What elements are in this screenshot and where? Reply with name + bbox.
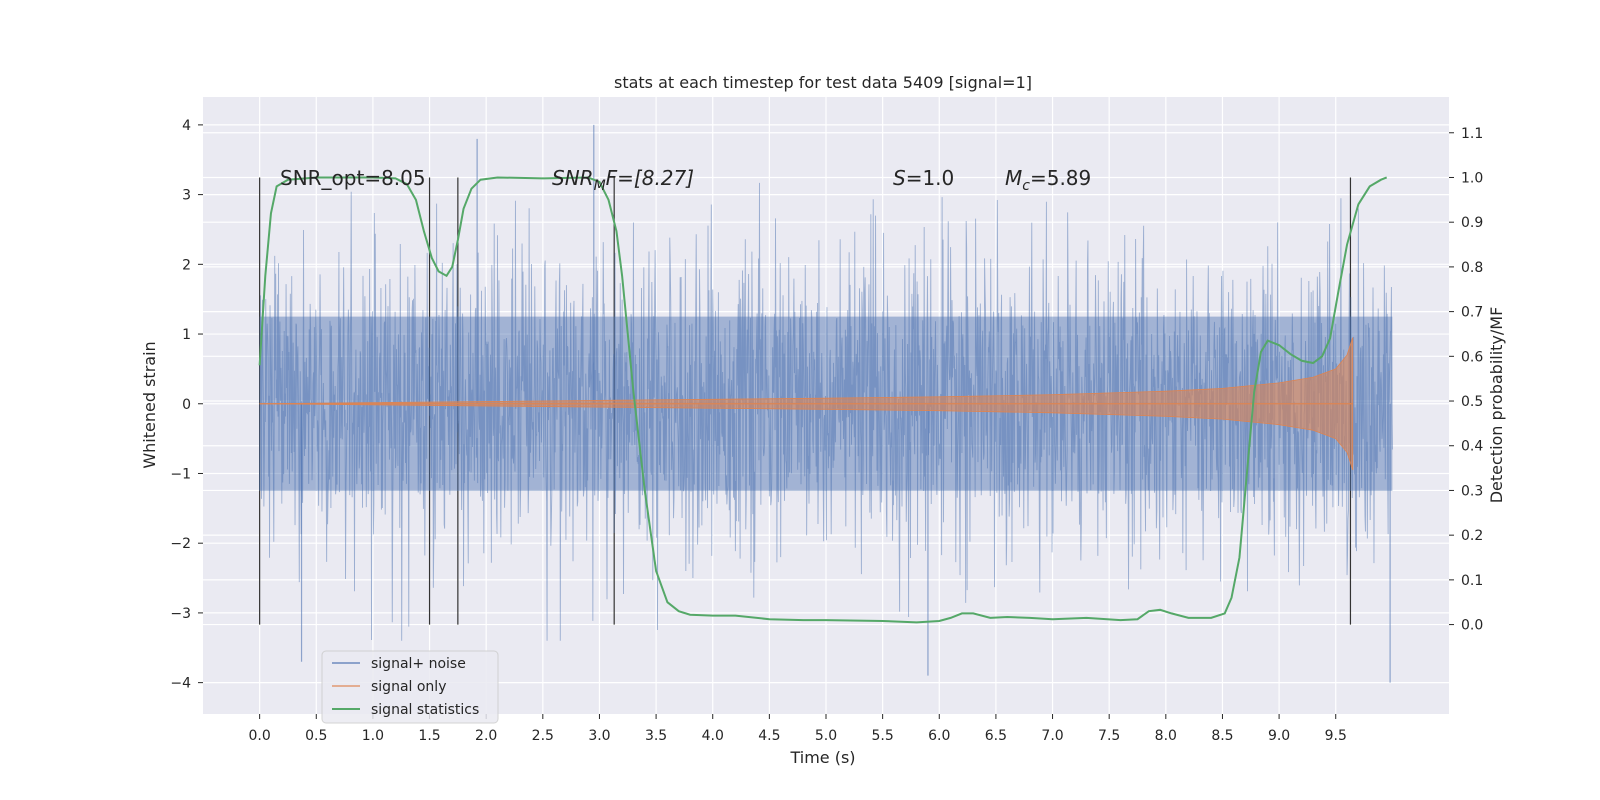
y-right-tick-label: 0.0	[1461, 618, 1483, 634]
y-right-tick-label: 0.7	[1461, 305, 1483, 321]
y-left-tick-label: 1	[182, 327, 191, 343]
annotation-snr-mf-base: SNR	[552, 166, 594, 190]
x-tick-label: 8.5	[1211, 728, 1233, 744]
y-right-tick-label: 0.6	[1461, 349, 1483, 365]
y-left-tick-label: 4	[182, 118, 191, 134]
x-tick-label: 9.0	[1268, 728, 1290, 744]
y-left-tick-label: −1	[170, 466, 191, 482]
y-right-tick-label: 0.8	[1461, 260, 1483, 276]
annotation-snr-mf: SNRMF=[8.27]	[552, 166, 694, 194]
y-left-tick-label: −2	[170, 536, 191, 552]
y-left-tick-label: 0	[182, 397, 191, 413]
y-left-axis-label: Whitened strain	[140, 341, 159, 468]
x-tick-label: 3.0	[588, 728, 610, 744]
y-left-tick-label: 2	[182, 257, 191, 273]
annotation-mc: Mc=5.89	[1005, 166, 1091, 194]
x-tick-label: 5.5	[872, 728, 894, 744]
x-tick-label: 5.0	[815, 728, 837, 744]
y-left-tick-label: −4	[170, 676, 191, 692]
series-signal-statistics	[258, 176, 1388, 624]
legend: signal+ noise signal only signal statist…	[321, 650, 499, 724]
y-right-tick-label: 1.0	[1461, 170, 1483, 186]
x-tick-label: 3.5	[645, 728, 667, 744]
x-axis-label: Time (s)	[789, 748, 855, 767]
annotation-snr-opt: SNR_opt=8.05	[280, 166, 426, 190]
series-signal-only	[259, 337, 1354, 471]
annotation-mc-sub: c	[1022, 178, 1030, 194]
signal-statistics-line	[258, 176, 1388, 624]
x-axis-ticks: 0.0 0.5 1.0 1.5 2.0 2.5 3.0 3.5 4.0 4.5 5.0 5.5 6.0 6…	[249, 714, 1347, 744]
x-tick-label: 4.5	[758, 728, 780, 744]
y-right-axis-label: Detection probability/MF	[1487, 307, 1506, 504]
annotations: SNR_opt=8.05 SNRMF=[8.27] S=1.0 Mc=5.89	[280, 166, 1091, 194]
x-tick-label: 6.0	[928, 728, 950, 744]
x-tick-label: 4.0	[702, 728, 724, 744]
x-tick-label: 6.5	[985, 728, 1007, 744]
chart-title: stats at each timestep for test data 540…	[614, 73, 1032, 92]
x-tick-label: 2.0	[475, 728, 497, 744]
x-tick-label: 0.5	[305, 728, 327, 744]
annotation-s-label: S	[893, 166, 906, 190]
y-right-tick-label: 0.1	[1461, 573, 1483, 589]
x-tick-label: 8.0	[1155, 728, 1177, 744]
legend-box	[321, 650, 499, 724]
x-tick-label: 1.0	[362, 728, 384, 744]
annotation-mc-value: =5.89	[1030, 166, 1091, 190]
y-right-tick-label: 1.1	[1461, 126, 1483, 142]
x-tick-label: 1.5	[418, 728, 440, 744]
y-left-tick-label: −3	[170, 606, 191, 622]
signal-noise-trace	[259, 182, 1393, 641]
y-right-tick-label: 0.3	[1461, 483, 1483, 499]
y-right-tick-label: 0.4	[1461, 439, 1483, 455]
x-tick-label: 9.5	[1325, 728, 1347, 744]
annotation-s: S=1.0	[893, 166, 954, 190]
x-tick-label: 7.5	[1098, 728, 1120, 744]
annotation-s-value: =1.0	[906, 166, 955, 190]
y-right-tick-label: 0.2	[1461, 528, 1483, 544]
y-left-axis-ticks: 4 3 2 1 0 −1 −2 −3 −4	[170, 118, 203, 692]
annotation-mc-label: M	[1005, 166, 1022, 190]
x-tick-label: 2.5	[532, 728, 554, 744]
x-tick-label: 7.0	[1041, 728, 1063, 744]
y-right-tick-label: 0.5	[1461, 394, 1483, 410]
legend-label-signal-only: signal only	[371, 679, 446, 695]
y-left-tick-label: 3	[182, 188, 191, 204]
legend-label-signal-noise: signal+ noise	[371, 656, 466, 672]
y-right-tick-label: 0.9	[1461, 215, 1483, 231]
annotation-snr-mf-rest: F=[8.27]	[606, 166, 694, 190]
annotation-snr-mf-sub: M	[594, 178, 606, 194]
y-right-axis-ticks: 1.1 1.0 0.9 0.8 0.7 0.6 0.5 0.4 0.3 0.2 0.1 0.0	[1449, 126, 1483, 634]
x-tick-label: 0.0	[249, 728, 271, 744]
legend-label-signal-statistics: signal statistics	[371, 702, 479, 718]
